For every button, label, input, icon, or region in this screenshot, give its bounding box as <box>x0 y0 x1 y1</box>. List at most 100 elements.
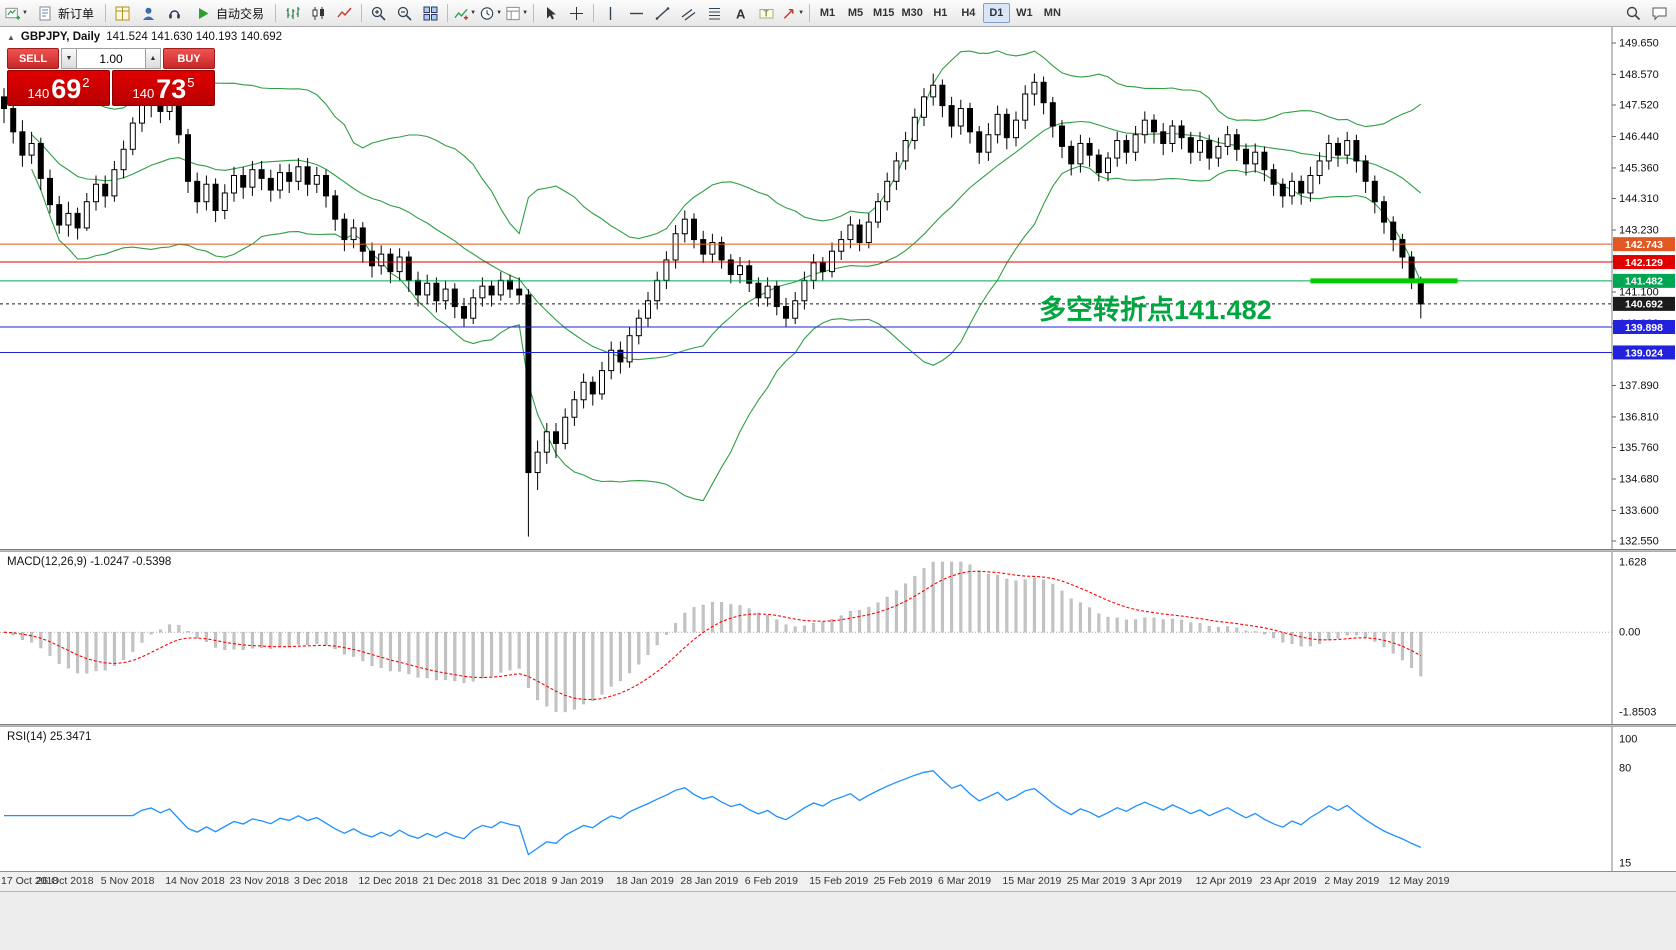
new-order-button[interactable]: 新订单 <box>30 2 101 24</box>
tile-windows-icon <box>423 6 438 20</box>
timeframe-m1-button[interactable]: M1 <box>814 3 841 23</box>
date-label: 6 Mar 2019 <box>938 875 992 887</box>
equidistant-channel-button[interactable] <box>676 2 701 24</box>
timeframe-d1-button[interactable]: D1 <box>982 3 1010 23</box>
rsi-axis-label: 100 <box>1619 734 1637 746</box>
price-tick-label: 147.520 <box>1619 100 1659 112</box>
price-tick-label: 148.570 <box>1619 69 1659 81</box>
price-tick-label: 149.650 <box>1619 38 1659 50</box>
timeframe-m15-button[interactable]: M15 <box>870 3 897 23</box>
main-chart-canvas[interactable]: 149.650 148.570 147.520 146.440 145.360 144.3… <box>0 27 1676 549</box>
price-line-140.692[interactable]: 140.692 <box>0 296 1675 311</box>
toolbar-separator <box>809 4 811 22</box>
vertical-line-button[interactable] <box>598 2 623 24</box>
auto-trading-button[interactable]: 自动交易 <box>188 2 271 24</box>
indicators-button[interactable]: ▼ <box>452 2 477 24</box>
crosshair-button[interactable] <box>564 2 589 24</box>
price-line-139.898[interactable]: 139.898 <box>0 320 1675 335</box>
price-line-139.024[interactable]: 139.024 <box>0 345 1675 360</box>
cursor-button[interactable] <box>538 2 563 24</box>
dropdown-arrow-icon: ▼ <box>470 10 477 16</box>
price-axis[interactable]: 149.650 148.570 147.520 146.440 145.360 144.3… <box>1611 27 1659 549</box>
toolbar-separator <box>361 4 363 22</box>
one-click-trading-panel: SELL ▼ ▲ BUY 140 69 2 140 73 5 <box>7 48 215 106</box>
chart-annotation-text[interactable]: 多空转折点141.482 <box>1039 295 1272 325</box>
bar-chart-button[interactable] <box>280 2 305 24</box>
new-order-label: 新订单 <box>58 6 95 21</box>
panel-separator[interactable] <box>0 724 1676 728</box>
bollinger-upper-band <box>31 50 1422 240</box>
buy-button[interactable]: BUY <box>163 48 215 69</box>
toolbar-separator <box>105 4 107 22</box>
volume-increase-button[interactable]: ▲ <box>145 48 161 69</box>
zoom-in-button[interactable] <box>366 2 391 24</box>
date-label: 2 May 2019 <box>1324 875 1380 887</box>
price-line-142.129[interactable]: 142.129 <box>0 255 1675 270</box>
market-watch-button[interactable] <box>110 2 135 24</box>
timeframe-w1-button[interactable]: W1 <box>1011 3 1038 23</box>
date-label: 6 Feb 2019 <box>744 875 798 887</box>
buy-price-prefix: 140 <box>132 86 155 101</box>
indicators-icon <box>454 8 469 20</box>
search-button[interactable] <box>1621 2 1646 24</box>
date-label: 23 Nov 2018 <box>229 875 290 887</box>
macd-axis-label: 1.628 <box>1619 557 1647 569</box>
collapse-panel-icon[interactable]: ▲ <box>7 32 15 42</box>
candlestick-chart-button[interactable] <box>306 2 331 24</box>
macd-signal-line <box>3 570 1422 701</box>
date-label: 15 Feb 2019 <box>809 875 869 887</box>
symbol-name: GBPJPY, Daily <box>20 31 101 43</box>
symbol-ohlc-values: 141.524 141.630 140.193 140.692 <box>106 31 283 43</box>
svg-text:139.024: 139.024 <box>1625 347 1663 359</box>
zoom-out-button[interactable] <box>392 2 417 24</box>
price-tick-label: 134.680 <box>1619 473 1659 485</box>
rsi-indicator-panel[interactable]: 100 80 15 RSI(14) 25.3471 <box>0 727 1676 871</box>
timeframe-mn-button[interactable]: MN <box>1039 3 1066 23</box>
headset-button[interactable] <box>162 2 187 24</box>
date-label: 5 Nov 2018 <box>100 875 155 887</box>
timeframe-m30-button[interactable]: M30 <box>898 3 925 23</box>
line-chart-button[interactable] <box>332 2 357 24</box>
price-line-label <box>1613 296 1675 311</box>
trendline-button[interactable] <box>650 2 675 24</box>
text-label-button[interactable]: T <box>754 2 779 24</box>
date-label: 9 Jan 2019 <box>551 875 604 887</box>
volume-decrease-button[interactable]: ▼ <box>61 48 77 69</box>
toolbar-separator <box>533 4 535 22</box>
profile-button[interactable] <box>136 2 161 24</box>
main-chart-panel[interactable]: 149.650 148.570 147.520 146.440 145.360 144.3… <box>0 27 1676 549</box>
time-axis[interactable]: 17 Oct 2018 26 Oct 2018 5 Nov 2018 14 Nov 2… <box>0 871 1676 892</box>
chat-button[interactable] <box>1647 2 1672 24</box>
fibonacci-button[interactable] <box>702 2 727 24</box>
sell-price-button[interactable]: 140 69 2 <box>7 70 110 106</box>
arrows-button[interactable]: ▼ <box>780 2 805 24</box>
volume-input[interactable] <box>77 48 145 69</box>
timeframe-m5-button[interactable]: M5 <box>842 3 869 23</box>
timeframe-h4-button[interactable]: H4 <box>955 3 982 23</box>
macd-indicator-label: MACD(12,26,9) -1.0247 -0.5398 <box>7 556 172 568</box>
price-line-label <box>1613 273 1675 288</box>
date-label: 3 Dec 2018 <box>294 875 348 887</box>
fibonacci-icon <box>709 7 721 19</box>
tile-windows-button[interactable] <box>418 2 443 24</box>
horizontal-line-icon <box>630 12 644 14</box>
timeframe-h1-button[interactable]: H1 <box>927 3 954 23</box>
horizontal-line-button[interactable] <box>624 2 649 24</box>
rsi-line <box>4 770 1422 856</box>
panel-separator[interactable] <box>0 549 1676 553</box>
templates-button[interactable]: ▼ <box>504 2 529 24</box>
chat-icon <box>1652 7 1667 20</box>
price-line-142.743[interactable]: 142.743 <box>0 237 1675 252</box>
price-line-label <box>1613 237 1675 252</box>
main-toolbar: ▼ 新订单 自动交易 ▼ ▼ ▼ A T ▼ M1 M5 M15 M30 H1 H4 D1 W1 MN <box>0 0 1676 27</box>
macd-indicator-panel[interactable]: 1.628 0.00 -1.8503 MACD(12,26,9) -1.0247 -… <box>0 552 1676 724</box>
price-tick-label: 132.550 <box>1619 536 1659 548</box>
volume-stepper: ▼ ▲ <box>61 48 161 69</box>
text-icon: A <box>736 6 746 21</box>
price-tick-label: 144.310 <box>1619 193 1659 205</box>
periods-button[interactable]: ▼ <box>478 2 503 24</box>
new-chart-button[interactable]: ▼ <box>4 2 29 24</box>
text-button[interactable]: A <box>728 2 753 24</box>
buy-price-button[interactable]: 140 73 5 <box>112 70 215 106</box>
sell-button[interactable]: SELL <box>7 48 59 69</box>
